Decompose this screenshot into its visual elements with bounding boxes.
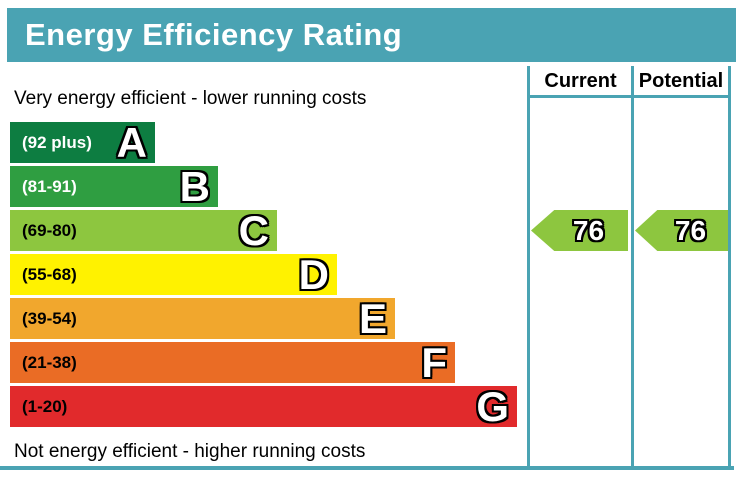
band-letter: C	[238, 207, 269, 254]
band-range-label: (21-38)	[22, 352, 77, 372]
current-column-header: Current	[544, 70, 617, 92]
potential-rating-value: 76	[674, 214, 707, 246]
rating-bands: (92 plus) A (81-91) B (69-80) C (55-68) …	[10, 122, 527, 430]
epc-band-bar: (55-68) D	[10, 251, 337, 298]
band-range-label: (69-80)	[22, 220, 77, 240]
band-range-label: (39-54)	[22, 308, 77, 328]
caption-very-efficient: Very energy efficient - lower running co…	[14, 88, 367, 109]
band-letter: G	[476, 383, 509, 430]
header-underline	[527, 95, 731, 98]
epc-band-bar: (39-54) E	[10, 295, 395, 342]
title-bar: Energy Efficiency Rating	[7, 8, 736, 62]
epc-band-row: (92 plus) A	[10, 119, 527, 166]
current-rating-arrow: 76	[531, 210, 628, 251]
epc-band-row: (21-38) F	[10, 339, 527, 386]
epc-band-bar: (92 plus) A	[10, 119, 155, 166]
caption-not-efficient: Not energy efficient - higher running co…	[14, 441, 366, 462]
band-letter: F	[421, 339, 447, 386]
band-letter: B	[179, 163, 210, 210]
epc-band-row: (1-20) G	[10, 383, 527, 430]
epc-band-bar: (1-20) G	[10, 383, 517, 430]
page-title: Energy Efficiency Rating	[25, 17, 403, 52]
column-divider-right	[728, 66, 731, 470]
band-range-label: (92 plus)	[22, 132, 92, 152]
band-letter: D	[298, 251, 329, 298]
column-divider-left	[527, 66, 530, 470]
current-rating-value: 76	[572, 214, 605, 246]
epc-band-bar: (81-91) B	[10, 163, 218, 210]
epc-band-row: (81-91) B	[10, 163, 527, 210]
epc-band-row: (39-54) E	[10, 295, 527, 342]
band-range-label: (81-91)	[22, 176, 77, 196]
band-range-label: (55-68)	[22, 264, 77, 284]
band-letter: A	[116, 119, 147, 166]
potential-rating-arrow: 76	[635, 210, 728, 251]
epc-band-bar: (69-80) C	[10, 207, 277, 254]
band-range-label: (1-20)	[22, 396, 68, 416]
epc-band-row: (69-80) C	[10, 207, 527, 254]
band-letter: E	[358, 295, 387, 342]
epc-band-row: (55-68) D	[10, 251, 527, 298]
column-divider-middle	[631, 66, 634, 470]
epc-band-bar: (21-38) F	[10, 339, 455, 386]
bottom-border-line	[0, 466, 734, 470]
potential-column-header: Potential	[638, 70, 724, 92]
